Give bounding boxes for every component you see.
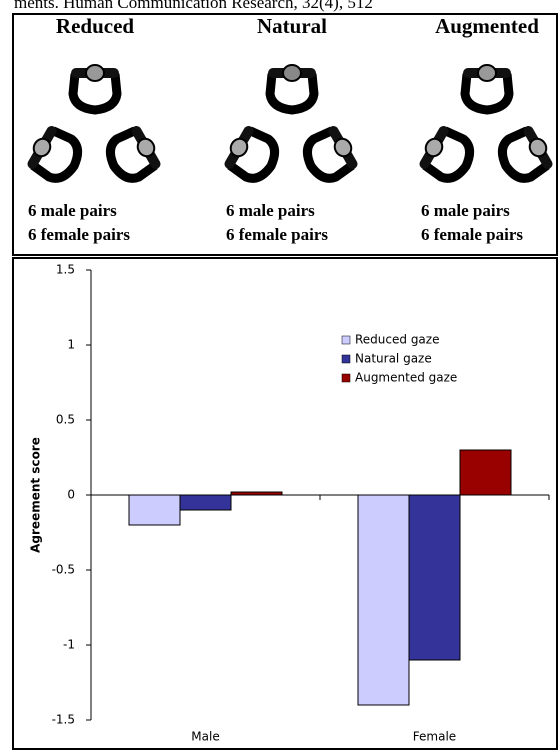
y-tick-label: 0.5 [56,413,75,427]
y-tick-label: 1 [67,338,75,352]
legend-label: Augmented gaze [355,371,457,385]
y-tick-label: -1.5 [52,713,75,727]
person-head [86,65,104,81]
bar [129,495,180,525]
x-tick-label: Male [191,730,219,744]
y-axis-label: Agreement score [29,437,43,553]
condition-line: 6 male pairs [28,201,117,220]
citation: ments. Human Communication Research, 32(… [14,0,373,12]
bar [358,495,409,705]
legend-swatch [342,374,350,382]
person-head [283,65,301,81]
condition-line: 6 male pairs [226,201,315,220]
condition-line: 6 female pairs [226,225,328,244]
legend-swatch [342,355,350,363]
person-head [478,65,496,81]
y-tick-label: -1 [63,638,75,652]
legend-label: Reduced gaze [355,333,439,347]
bar [180,495,231,510]
y-tick-label: -0.5 [52,563,75,577]
condition-line: 6 male pairs [421,201,510,220]
bar [231,492,282,495]
bar [409,495,460,660]
condition-title: Natural [257,14,327,38]
chart-panel [13,258,557,749]
legend-label: Natural gaze [355,352,432,366]
y-tick-label: 1.5 [56,263,75,277]
condition-line: 6 female pairs [28,225,130,244]
page: ments. Human Communication Research, 32(… [0,0,558,750]
condition-line: 6 female pairs [421,225,523,244]
condition-title: Reduced [56,14,134,38]
x-tick-label: Female [413,730,456,744]
legend-swatch [342,336,350,344]
y-tick-label: 0 [67,488,75,502]
bar [460,450,511,495]
condition-title: Augmented [435,14,539,38]
